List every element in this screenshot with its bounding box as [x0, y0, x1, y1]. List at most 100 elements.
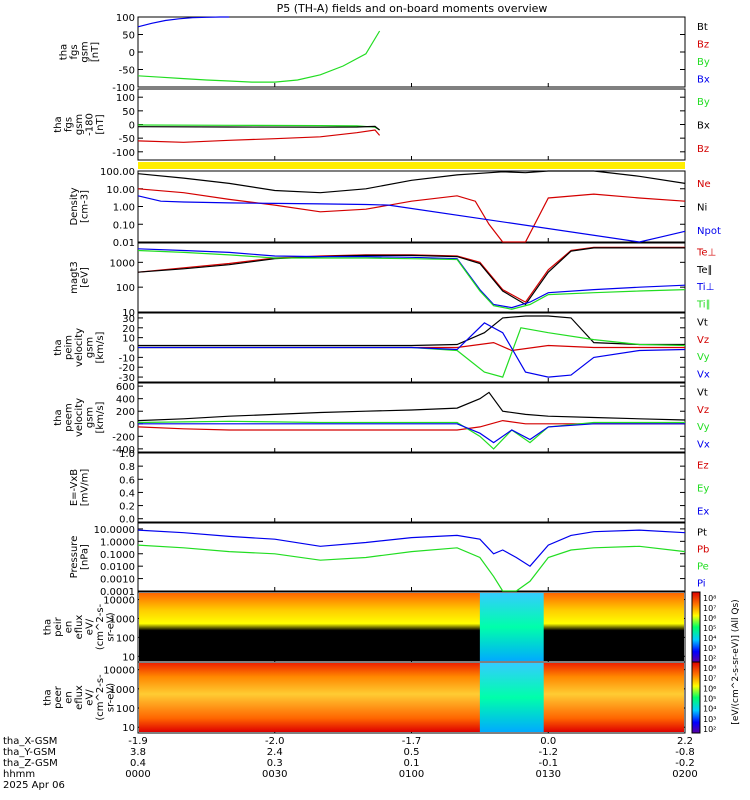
y-tick-label: 10 [122, 308, 135, 319]
y-tick-label: 0.0 [119, 515, 135, 526]
panel-temperature: 1000 100 10 magt3 [eV] Te⊥ Te∥ Ti⊥ Ti∥ [69, 242, 716, 319]
spectrogram-layer [139, 593, 684, 732]
series-Vx [138, 423, 685, 444]
panel-frame [137, 16, 686, 88]
legend-entry-Vy: Vy [697, 352, 710, 363]
y-axis-label: [mV/m] [79, 469, 90, 507]
y-tick-label: 0 [129, 420, 135, 431]
series-Bz [137, 129, 381, 143]
panel-frame [137, 242, 686, 313]
colorbar-tick-label: 10⁸ [703, 664, 716, 673]
panel-frame [137, 452, 686, 523]
y-axis-label: en [64, 691, 75, 704]
y-axis-label: [nPa] [79, 544, 90, 570]
y-tick-label: 1.0 [119, 449, 135, 460]
y-tick-label: 10.00 [106, 185, 135, 196]
legend-entry-Ne: Ne [697, 179, 711, 190]
x-axis-value: 0100 [399, 769, 424, 780]
y-tick-label: -100 [112, 83, 135, 94]
colorbar-tick-label: 10³ [703, 644, 716, 653]
x-axis-value: 2.4 [267, 747, 283, 758]
legend-entry-Npot: Npot [697, 226, 721, 237]
colorbar-tick-label: 10⁶ [703, 684, 716, 693]
y-axis-label: sr-eV) [106, 683, 117, 712]
y-tick-label: 200 [116, 407, 135, 418]
colorbar-tick-label: 10² [703, 654, 716, 663]
panel-frame [137, 170, 686, 243]
y-axis-label: [km/s] [95, 401, 106, 433]
y-axis-label: tha [53, 116, 64, 132]
y-axis-label: sr-eV) [106, 612, 117, 641]
y-tick-label: 0 [129, 48, 135, 59]
y-tick-label: 100 [116, 13, 135, 24]
y-axis-label: eV/ [85, 689, 96, 706]
y-tick-label: -50 [119, 66, 135, 77]
legend-entry-Pi: Pi [697, 579, 706, 590]
y-axis-label: [nT] [90, 42, 101, 62]
x-axis-row-label: 2025 Apr 06 [3, 780, 65, 791]
legend-entry-By: By [697, 97, 710, 108]
y-tick-label: 10 [122, 652, 135, 663]
y-axis-label: fgs [64, 117, 75, 132]
legend-entry-Vt: Vt [697, 318, 708, 329]
y-tick-label: -50 [119, 134, 135, 145]
colorbar-tick-label: 10³ [703, 715, 716, 724]
figure-title: P5 (TH-A) fields and on-board moments ov… [277, 2, 548, 15]
y-tick-label: 0.6 [119, 475, 135, 486]
y-axis-label: [cm-3] [79, 190, 90, 223]
legend-entry-Ez: Ez [697, 461, 709, 472]
y-tick-label: 100.00 [100, 167, 135, 178]
series-Vt [137, 391, 686, 422]
y-tick-label: 100 [116, 704, 135, 715]
y-tick-label: 0.2 [119, 502, 135, 513]
panel-density: 100.00 10.00 1.00 0.10 0.01 Density [cm-3] Ne Ni… [69, 167, 721, 249]
colorbar-strip [691, 661, 701, 734]
y-tick-label: 100 [116, 283, 135, 294]
legend-entry-Bz: Bz [697, 144, 709, 155]
y-axis-label: E=-VxB [69, 469, 80, 506]
colorbar-tick-label: 10⁶ [703, 614, 716, 623]
y-tick-label: 1000 [110, 614, 135, 625]
y-axis-label: (cm^2-s- [95, 603, 106, 650]
y-tick-label: 400 [116, 395, 135, 406]
y-tick-label: 50 [122, 31, 135, 42]
legend-entry-Bz: Bz [697, 39, 709, 50]
panel-peer-en-eflux: 10000 1000 100 10 tha peer en eflux eV/(cm^2-s-s… [43, 661, 686, 734]
y-tick-label: 600 [116, 382, 135, 393]
legend-entry-Bx: Bx [697, 121, 710, 132]
colorbar-tick-label: 10⁵ [703, 695, 716, 704]
series-Bx [137, 125, 380, 131]
y-axis-label: tha [58, 44, 69, 60]
y-tick-label: -20 [119, 363, 135, 374]
y-axis-label: peer [53, 685, 64, 709]
y-axis-label: eflux [74, 615, 85, 640]
status-bar [138, 162, 685, 169]
series-Te∥ [137, 247, 685, 306]
legend-entry-Vy: Vy [697, 422, 710, 433]
y-tick-label: 0.8 [119, 462, 135, 473]
panel-e-field: 1.0 0.8 0.6 0.4 0.2 0.0 E=-VxB [mV/m] Ez Ey Ex [69, 449, 710, 526]
series-Ti⊥ [137, 248, 686, 309]
x-axis-value: 2.2 [677, 736, 693, 747]
y-tick-label: 0.0100 [100, 562, 135, 573]
y-axis-label: velocity [74, 398, 85, 437]
panel-fgs-gsm: 100 50 0 -50 -100 tha fgs gsm [nT] Bt Bz By Bx [58, 13, 710, 94]
x-axis-value: -0.8 [675, 747, 695, 758]
y-tick-label: 10000 [103, 666, 135, 677]
y-tick-label: 0.4 [119, 488, 135, 499]
panel-frame [137, 88, 686, 161]
x-axis-row-label: tha_Z-GSM [3, 758, 58, 769]
y-axis-label: tha [53, 339, 64, 355]
spectrogram-background [139, 663, 684, 732]
x-axis-value: 0.4 [130, 758, 146, 769]
series-Vy [138, 327, 686, 378]
series-Vx [138, 322, 686, 378]
y-axis-label: gsm [85, 337, 96, 358]
x-axis-value: 0.0 [540, 736, 556, 747]
panel-frame [137, 522, 686, 592]
series-Vz [138, 341, 685, 352]
